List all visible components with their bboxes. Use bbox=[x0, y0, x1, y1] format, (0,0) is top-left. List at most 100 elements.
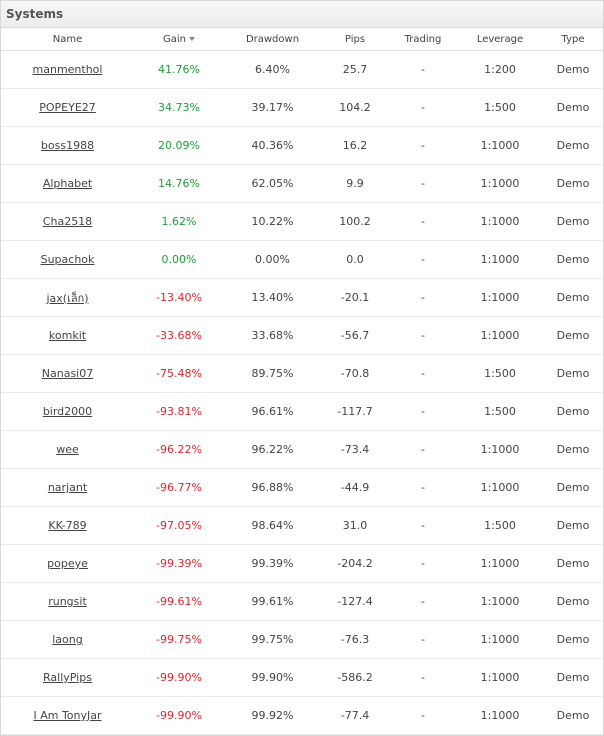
leverage-value: 1:1000 bbox=[480, 291, 520, 304]
column-header-name[interactable]: Name bbox=[1, 28, 134, 51]
system-name-link[interactable]: Alphabet bbox=[42, 177, 93, 190]
column-header-type[interactable]: Type bbox=[543, 28, 603, 51]
table-cell-leverage: 1:1000 bbox=[457, 696, 543, 735]
table-cell-type: Demo bbox=[543, 316, 603, 355]
gain-value: -97.05% bbox=[156, 519, 202, 532]
table-cell-type: Demo bbox=[543, 392, 603, 431]
table-cell-pips: -586.2 bbox=[321, 658, 389, 697]
table-cell-gain: -99.61% bbox=[134, 582, 224, 621]
table-cell-pips: -44.9 bbox=[321, 468, 389, 507]
table-cell-name[interactable]: narjant bbox=[1, 468, 134, 507]
column-header-gain[interactable]: Gain bbox=[134, 28, 224, 51]
pips-value: -56.7 bbox=[340, 329, 370, 342]
table-cell-gain: -99.90% bbox=[134, 658, 224, 697]
table-cell-name[interactable]: komkit bbox=[1, 316, 134, 355]
leverage-value: 1:1000 bbox=[480, 215, 520, 228]
leverage-value: 1:1000 bbox=[480, 633, 520, 646]
gain-value: -99.75% bbox=[156, 633, 202, 646]
table-cell-drawdown: 13.40% bbox=[224, 278, 321, 317]
drawdown-value: 98.64% bbox=[251, 519, 294, 532]
table-cell-name[interactable]: Nanasi07 bbox=[1, 354, 134, 393]
drawdown-value: 96.22% bbox=[251, 443, 294, 456]
table-cell-drawdown: 10.22% bbox=[224, 202, 321, 241]
pips-value: -44.9 bbox=[340, 481, 370, 494]
table-cell-name[interactable]: jax(เล็ก) bbox=[1, 278, 134, 317]
table-row: Alphabet 14.76% 62.05% 9.9 - 1:1000 Demo bbox=[1, 164, 603, 203]
column-header-gain-label: Gain bbox=[163, 33, 186, 45]
system-name-link[interactable]: I Am TonyJar bbox=[33, 709, 102, 722]
leverage-value: 1:500 bbox=[484, 405, 516, 418]
table-row: popeye -99.39% 99.39% -204.2 - 1:1000 Demo bbox=[1, 544, 603, 583]
table-row: manmenthol 41.76% 6.40% 25.7 - 1:200 Demo bbox=[1, 50, 603, 89]
table-cell-name[interactable]: I Am TonyJar bbox=[1, 696, 134, 735]
table-cell-drawdown: 96.61% bbox=[224, 392, 321, 431]
system-name-link[interactable]: jax(เล็ก) bbox=[46, 291, 89, 305]
column-header-pips[interactable]: Pips bbox=[321, 28, 389, 51]
system-name-link[interactable]: rungsit bbox=[48, 595, 87, 608]
leverage-value: 1:1000 bbox=[480, 595, 520, 608]
gain-value: -96.77% bbox=[156, 481, 202, 494]
table-row: Cha2518 1.62% 10.22% 100.2 - 1:1000 Demo bbox=[1, 202, 603, 241]
account-type-value: Demo bbox=[556, 139, 590, 152]
table-cell-pips: 104.2 bbox=[321, 88, 389, 127]
table-cell-type: Demo bbox=[543, 126, 603, 165]
table-cell-drawdown: 99.39% bbox=[224, 544, 321, 583]
table-cell-pips: -20.1 bbox=[321, 278, 389, 317]
table-cell-name[interactable]: Cha2518 bbox=[1, 202, 134, 241]
column-header-drawdown[interactable]: Drawdown bbox=[224, 28, 321, 51]
table-cell-name[interactable]: popeye bbox=[1, 544, 134, 583]
table-cell-name[interactable]: KK-789 bbox=[1, 506, 134, 545]
column-header-leverage[interactable]: Leverage bbox=[457, 28, 543, 51]
table-cell-name[interactable]: manmenthol bbox=[1, 50, 134, 89]
systems-table-body: manmenthol 41.76% 6.40% 25.7-1:200 Demo POPEY… bbox=[1, 50, 603, 735]
account-type-value: Demo bbox=[556, 557, 590, 570]
table-cell-gain: -33.68% bbox=[134, 316, 224, 355]
system-name-link[interactable]: Nanasi07 bbox=[41, 367, 94, 380]
system-name-link[interactable]: POPEYE27 bbox=[39, 101, 96, 114]
table-cell-name[interactable]: rungsit bbox=[1, 582, 134, 621]
system-name-link[interactable]: Supachok bbox=[40, 253, 95, 266]
table-cell-name[interactable]: Alphabet bbox=[1, 164, 134, 203]
system-name-link[interactable]: bird2000 bbox=[42, 405, 93, 418]
leverage-value: 1:1000 bbox=[480, 443, 520, 456]
column-header-pips-label: Pips bbox=[344, 33, 366, 45]
table-cell-name[interactable]: RallyPips bbox=[1, 658, 134, 697]
table-cell-drawdown: 99.90% bbox=[224, 658, 321, 697]
drawdown-value: 0.00% bbox=[255, 253, 290, 266]
system-name-link[interactable]: wee bbox=[56, 443, 79, 456]
account-type-value: Demo bbox=[556, 405, 590, 418]
table-cell-drawdown: 89.75% bbox=[224, 354, 321, 393]
table-cell-drawdown: 40.36% bbox=[224, 126, 321, 165]
system-name-link[interactable]: KK-789 bbox=[48, 519, 87, 532]
system-name-link[interactable]: Cha2518 bbox=[42, 215, 93, 228]
account-type-value: Demo bbox=[556, 595, 590, 608]
table-cell-leverage: 1:1000 bbox=[457, 278, 543, 317]
account-type-value: Demo bbox=[556, 519, 590, 532]
table-cell-name[interactable]: wee bbox=[1, 430, 134, 469]
account-type-value: Demo bbox=[556, 671, 590, 684]
table-cell-name[interactable]: Supachok bbox=[1, 240, 134, 279]
table-cell-type: Demo bbox=[543, 354, 603, 393]
table-cell-name[interactable]: laong bbox=[1, 620, 134, 659]
system-name-link[interactable]: narjant bbox=[47, 481, 88, 494]
system-name-link[interactable]: boss1988 bbox=[40, 139, 95, 152]
system-name-link[interactable]: laong bbox=[52, 633, 83, 646]
column-header-trading[interactable]: Trading bbox=[389, 28, 457, 51]
table-cell-gain: -75.48% bbox=[134, 354, 224, 393]
table-cell-name[interactable]: bird2000 bbox=[1, 392, 134, 431]
system-name-link[interactable]: popeye bbox=[47, 557, 88, 570]
gain-value: 1.62% bbox=[161, 215, 197, 228]
table-cell-gain: -93.81% bbox=[134, 392, 224, 431]
pips-value: -77.4 bbox=[340, 709, 370, 722]
system-name-link[interactable]: RallyPips bbox=[43, 671, 92, 684]
system-name-link[interactable]: komkit bbox=[48, 329, 87, 342]
table-cell-name[interactable]: boss1988 bbox=[1, 126, 134, 165]
system-name-link[interactable]: manmenthol bbox=[32, 63, 103, 76]
table-row: laong -99.75% 99.75% -76.3 - 1:1000 Demo bbox=[1, 620, 603, 659]
table-cell-name[interactable]: POPEYE27 bbox=[1, 88, 134, 127]
gain-value: -33.68% bbox=[156, 329, 202, 342]
table-cell-drawdown: 62.05% bbox=[224, 164, 321, 203]
table-cell-gain: -99.75% bbox=[134, 620, 224, 659]
table-row: narjant -96.77% 96.88% -44.9 - 1:1000 Demo bbox=[1, 468, 603, 507]
